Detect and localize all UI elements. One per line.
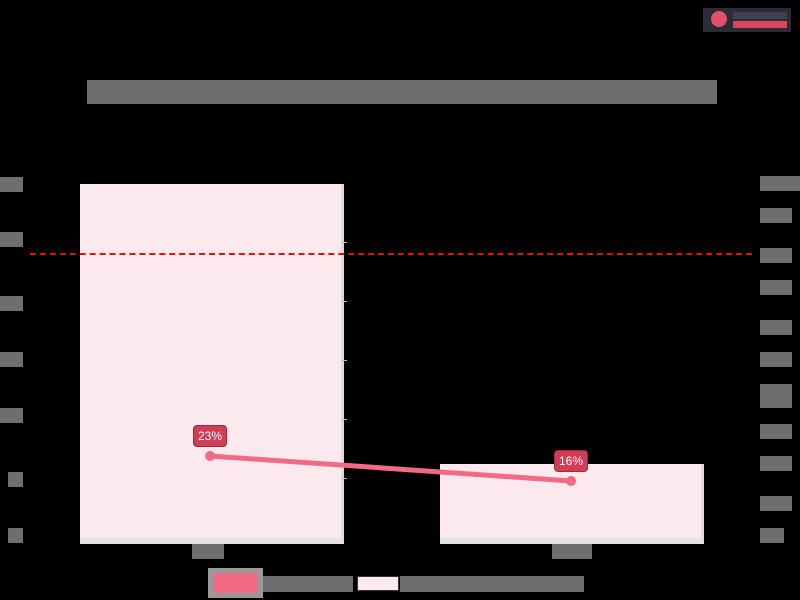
right-axis-label — [760, 496, 792, 511]
chart-title — [87, 80, 717, 104]
left-axis-label — [0, 296, 23, 311]
legend-swatch-bar[interactable] — [357, 576, 399, 591]
bar-category-1[interactable] — [80, 184, 344, 544]
left-axis-label — [0, 177, 23, 192]
logo-icon — [711, 11, 727, 27]
gridline-tick — [342, 301, 347, 302]
data-point[interactable] — [205, 451, 215, 461]
gridline-tick — [342, 242, 347, 243]
data-label-1: 23% — [193, 425, 228, 447]
left-axis-label — [0, 408, 23, 423]
x-axis-label — [192, 544, 224, 559]
legend-label-line — [263, 576, 353, 592]
right-axis-label — [760, 352, 792, 367]
x-axis-label — [552, 544, 592, 559]
right-axis-label — [760, 528, 784, 543]
right-axis-label — [760, 320, 792, 335]
gridline-tick — [342, 360, 347, 361]
right-axis-label — [760, 456, 792, 471]
right-axis-label — [760, 384, 792, 408]
left-axis-label — [0, 352, 23, 367]
right-axis-label — [760, 248, 792, 263]
data-label-2: 16% — [554, 450, 589, 472]
right-axis-label — [760, 208, 792, 223]
right-axis-label — [760, 176, 800, 191]
left-axis-label — [0, 232, 23, 247]
data-point[interactable] — [566, 476, 576, 486]
gridline-tick — [342, 478, 347, 479]
brand-logo — [703, 8, 791, 32]
reference-line — [30, 253, 752, 255]
left-axis-label — [8, 472, 23, 487]
left-axis-label — [8, 528, 23, 543]
right-axis-label — [760, 280, 792, 295]
right-axis-label — [760, 424, 792, 439]
logo-text-top — [733, 12, 787, 19]
legend-swatch-line[interactable] — [208, 568, 263, 598]
logo-text-bottom — [733, 21, 787, 28]
legend-label-bar — [400, 576, 584, 592]
gridline-tick — [342, 419, 347, 420]
